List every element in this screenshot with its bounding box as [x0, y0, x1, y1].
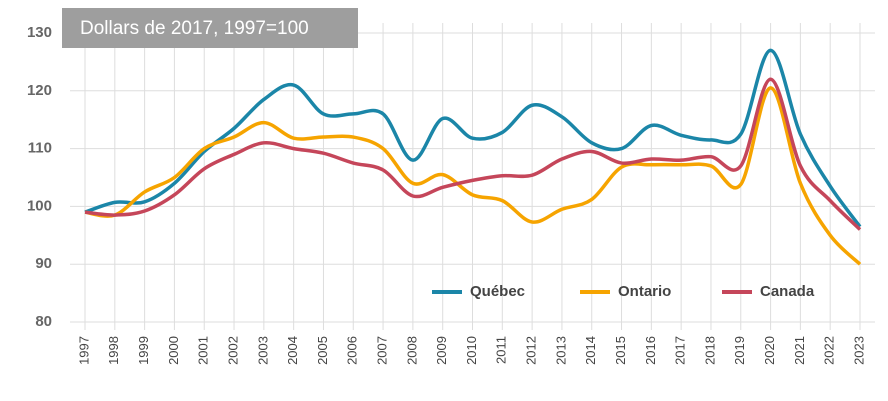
x-tick-label: 2011 — [494, 336, 509, 364]
y-tick-label: 120 — [27, 82, 52, 99]
series-line — [84, 86, 862, 266]
x-tick-label: 2021 — [792, 336, 807, 365]
y-tick-label: 110 — [28, 140, 52, 157]
x-tick-label: 2018 — [702, 336, 717, 365]
x-tick-label: 2016 — [643, 336, 658, 365]
x-tick-label: 2008 — [404, 336, 419, 365]
x-tick-label: 2005 — [315, 336, 330, 365]
x-tick-label: 2009 — [434, 336, 449, 365]
x-tick-label: 2007 — [375, 336, 390, 365]
x-tick-label: 2010 — [464, 336, 479, 365]
series-line — [84, 77, 862, 231]
y-tick-label: 80 — [35, 313, 52, 330]
x-tick-label: 2020 — [762, 336, 777, 365]
x-tick-label: 1997 — [76, 336, 91, 365]
x-tick-label: 2003 — [255, 336, 270, 365]
x-tick-label: 2015 — [613, 336, 628, 365]
x-tick-label: 2012 — [524, 336, 539, 365]
x-tick-label: 1998 — [106, 336, 121, 365]
legend-label: Québec — [470, 283, 525, 300]
x-tick-label: 2019 — [732, 336, 747, 365]
x-tick-label: 2002 — [225, 336, 240, 365]
y-tick-label: 100 — [27, 197, 52, 214]
x-tick-label: 2017 — [673, 336, 688, 365]
y-tick-label: 130 — [27, 24, 52, 41]
y-tick-label: 90 — [35, 255, 52, 272]
legend-label: Canada — [760, 283, 815, 300]
x-tick-label: 2023 — [851, 336, 866, 365]
x-tick-label: 2004 — [285, 336, 300, 365]
x-tick-label: 2013 — [553, 336, 568, 365]
x-tick-label: 2014 — [583, 336, 598, 365]
legend-label: Ontario — [618, 283, 671, 300]
x-tick-label: 2022 — [822, 336, 837, 365]
subtitle-box — [62, 8, 358, 48]
x-tick-label: 2000 — [166, 336, 181, 365]
x-tick-label: 2006 — [345, 336, 360, 365]
x-tick-label: 1999 — [136, 336, 151, 365]
subtitle: Dollars de 2017, 1997=100 — [80, 18, 309, 39]
x-tick-label: 2001 — [196, 336, 211, 365]
